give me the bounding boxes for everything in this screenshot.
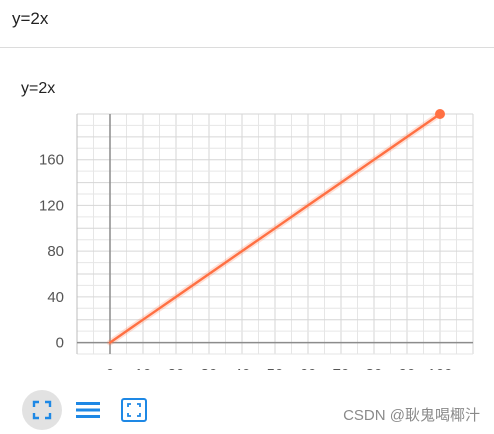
x-tick-label: 80 — [366, 366, 383, 370]
x-tick-label: 0 — [106, 366, 114, 370]
y-tick-label: 80 — [47, 243, 64, 260]
fullscreen-icon — [32, 400, 52, 420]
list-button[interactable] — [68, 390, 108, 430]
x-tick-label: 10 — [135, 366, 152, 370]
series-end-point — [435, 109, 445, 119]
x-tick-label: 90 — [399, 366, 416, 370]
top-bar: y=2x — [0, 0, 494, 48]
x-tick-label: 40 — [234, 366, 251, 370]
list-icon — [76, 402, 100, 418]
x-tick-label: 50 — [267, 366, 284, 370]
chart-title: y=2x — [21, 80, 56, 97]
y-tick-label: 0 — [56, 335, 64, 352]
x-tick-label: 70 — [333, 366, 350, 370]
fit-view-icon — [121, 398, 147, 422]
fullscreen-button[interactable] — [22, 390, 62, 430]
watermark: CSDN @耿鬼喝椰汁 — [343, 407, 480, 424]
y-tick-label: 160 — [39, 152, 64, 169]
y-tick-label: 40 — [47, 289, 64, 306]
x-tick-label: 20 — [168, 366, 185, 370]
line-chart: 0 10 20 30 40 50 60 70 80 90 100 0 40 80 120 160 — [39, 109, 474, 370]
x-tick-label: 30 — [201, 366, 218, 370]
page-title: y=2x — [12, 9, 49, 28]
x-tick-label: 60 — [300, 366, 317, 370]
y-tick-label: 120 — [39, 197, 64, 214]
series-line — [108, 112, 442, 344]
fit-view-button[interactable] — [114, 390, 154, 430]
x-tick-label: 100 — [427, 366, 452, 370]
